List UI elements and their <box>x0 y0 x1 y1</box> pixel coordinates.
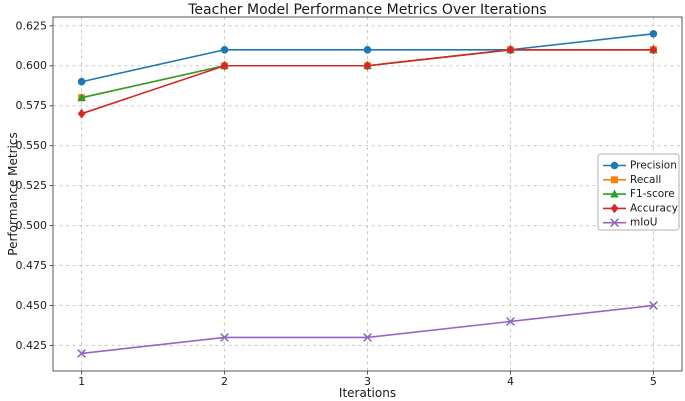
legend: Precision Recall F1-score Accuracy mIoU <box>597 153 680 231</box>
series-miou <box>77 301 658 358</box>
y-tick-label: 0.575 <box>16 99 48 112</box>
y-tick-label: 0.550 <box>16 139 48 152</box>
chart-title: Teacher Model Performance Metrics Over I… <box>188 2 547 18</box>
y-tick-label: 0.525 <box>16 179 48 192</box>
legend-label: Recall <box>630 174 661 186</box>
x-tick-label: 1 <box>78 375 85 388</box>
legend-label: Precision <box>630 160 677 172</box>
legend-label: F1-score <box>630 188 675 200</box>
x-axis-label: Iterations <box>338 386 397 400</box>
legend-entry-miou: mIoU <box>603 217 657 229</box>
legend-label: Accuracy <box>630 202 678 214</box>
y-tick-label: 0.500 <box>16 219 48 232</box>
series-accuracy <box>77 44 658 119</box>
legend-entry-accuracy: Accuracy <box>603 202 678 214</box>
y-tick-label: 0.600 <box>16 59 48 72</box>
x-tick-label: 2 <box>221 375 228 388</box>
x-tick-label: 5 <box>650 375 657 388</box>
legend-entry-f1-score: F1-score <box>603 188 675 200</box>
y-tick-label: 0.425 <box>16 339 48 352</box>
legend-label: mIoU <box>630 217 657 229</box>
x-tick-label: 3 <box>364 375 371 388</box>
legend-entry-recall: Recall <box>603 174 661 186</box>
y-tick-label: 0.475 <box>16 259 48 272</box>
y-tick-label: 0.625 <box>16 19 48 32</box>
x-tick-label: 4 <box>507 375 514 388</box>
legend-entry-precision: Precision <box>603 160 677 172</box>
y-tick-label: 0.450 <box>16 299 48 312</box>
x-axis-ticks: 1 2 3 4 5 <box>78 371 657 388</box>
y-axis-label: Performance Metrics <box>6 132 20 256</box>
legend-box <box>597 153 680 231</box>
y-axis-ticks: 0.425 0.450 0.475 0.500 0.525 0.550 0.575 0.600… <box>16 19 53 352</box>
